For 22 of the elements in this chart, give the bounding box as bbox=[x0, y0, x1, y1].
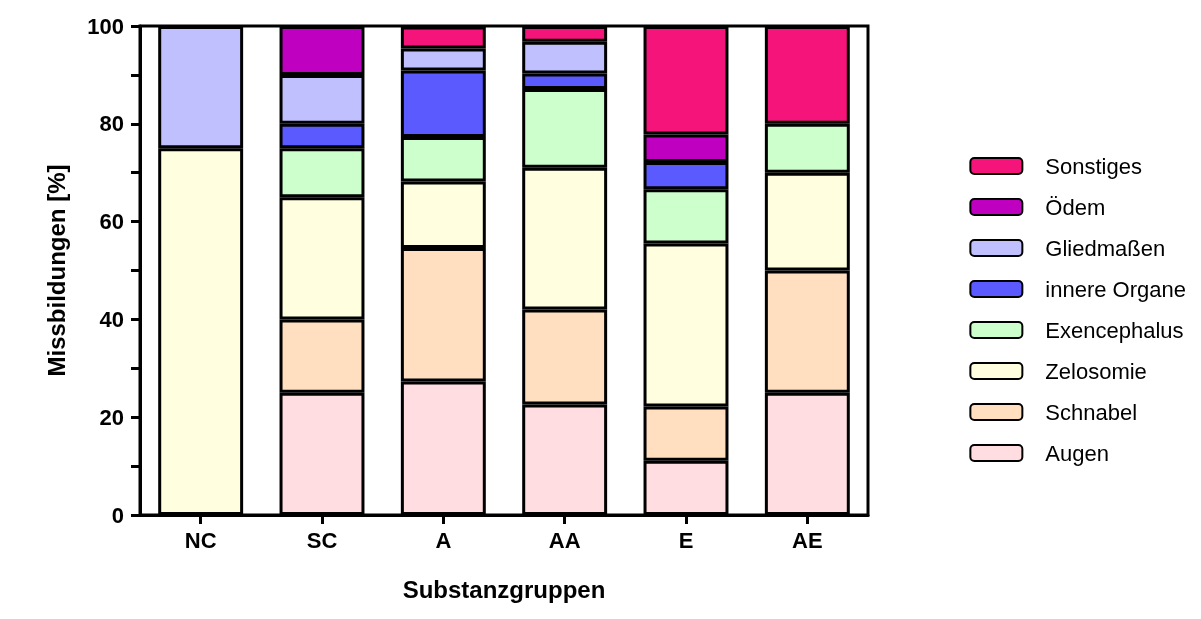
y-tick-label: 60 bbox=[99, 209, 124, 235]
x-tick-label: AE bbox=[792, 527, 823, 553]
x-tick-label: SC bbox=[306, 527, 338, 553]
y-tick-label: 20 bbox=[99, 404, 124, 430]
x-axis-title: Substanzgruppen bbox=[402, 575, 606, 603]
x-tick-label: AA bbox=[548, 527, 581, 553]
legend-label: innere Organe bbox=[1045, 276, 1187, 302]
y-tick-label: 40 bbox=[99, 306, 124, 332]
legend-label: Exencephalus bbox=[1045, 317, 1184, 343]
y-tick-label: 100 bbox=[87, 13, 124, 39]
y-axis-title: Missbildungen [%] bbox=[42, 164, 70, 377]
legend-label: Zelosomie bbox=[1045, 358, 1147, 384]
y-tick-label: 80 bbox=[99, 111, 124, 137]
legend-label: Ödem bbox=[1045, 194, 1106, 220]
legend-label: Gliedmaßen bbox=[1045, 235, 1166, 261]
legend-label: Sonstiges bbox=[1045, 153, 1142, 179]
x-tick-label: NC bbox=[184, 527, 217, 553]
legend-label: Schnabel bbox=[1045, 399, 1138, 425]
y-tick-label: 0 bbox=[111, 502, 124, 528]
x-tick-label: E bbox=[678, 527, 694, 553]
legend-label: Augen bbox=[1045, 440, 1109, 466]
x-tick-label: A bbox=[435, 527, 452, 553]
